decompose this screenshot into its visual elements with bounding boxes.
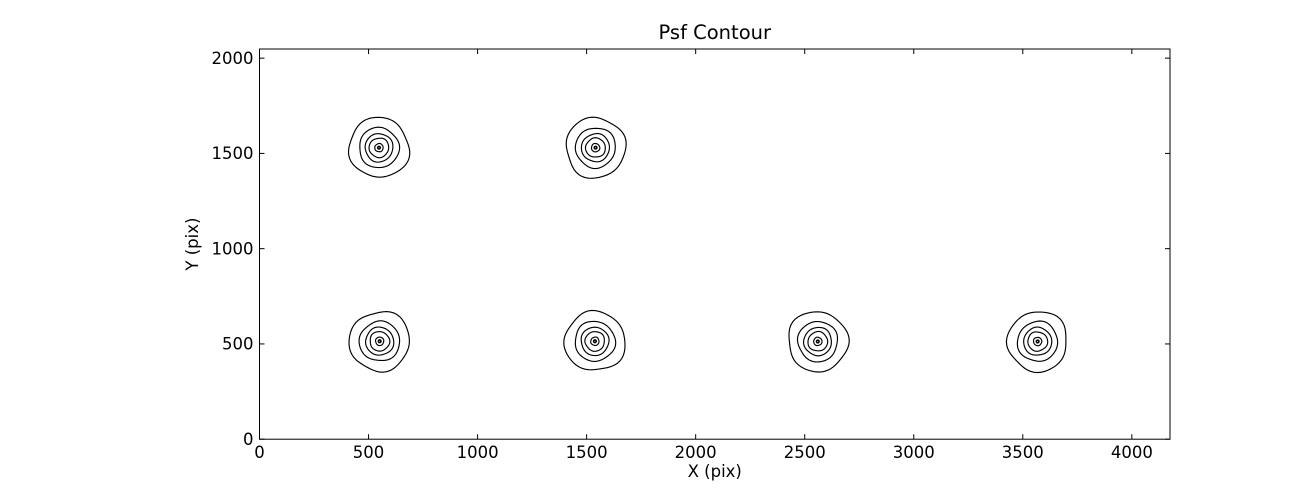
psf-source (348, 311, 410, 373)
psf-source (347, 116, 411, 178)
x-tick-label: 2000 (675, 443, 717, 462)
contour-ring (1005, 311, 1067, 374)
axes-layer: 0 500 1000 1500 2000 2500 3000 3500 4000 0 500 1000… (212, 48, 1171, 462)
contour-ring (1032, 336, 1043, 347)
contour-layer (347, 116, 1067, 374)
y-tick-label: 2000 (212, 49, 254, 68)
contour-ring (369, 331, 391, 352)
axes-frame (259, 48, 1171, 440)
contour-ring (347, 116, 411, 178)
psf-source (563, 309, 626, 371)
x-tick-label: 0 (254, 443, 265, 462)
x-tick-label: 1000 (457, 443, 499, 462)
contour-ring (364, 133, 394, 163)
contour-ring (1016, 320, 1059, 362)
contour-ring (580, 326, 610, 357)
contour-ring (813, 336, 823, 347)
contour-ring (365, 326, 395, 356)
psf-source (565, 116, 627, 179)
y-axis-label: Y (pix) (183, 218, 202, 272)
contour-ring (1027, 331, 1049, 352)
x-tick-label: 2500 (784, 443, 826, 462)
contour-ring (348, 311, 410, 373)
contour-ring (796, 320, 839, 363)
psf-source (788, 311, 850, 373)
x-tick-label: 1500 (566, 443, 608, 462)
y-tick-label: 500 (222, 335, 254, 354)
contour-ring (368, 137, 390, 159)
contour-ring (359, 126, 401, 169)
y-tick-label: 0 (243, 430, 254, 449)
y-tick-label: 1000 (212, 239, 254, 258)
contour-center-dot (377, 339, 382, 344)
contour-ring (574, 127, 616, 170)
contour-ring (358, 320, 401, 362)
contour-ring (563, 309, 626, 371)
x-tick-label: 3000 (893, 443, 935, 462)
contour-ring (574, 320, 617, 362)
contour-center-dot (593, 145, 598, 150)
chart-title: Psf Contour (659, 21, 772, 44)
contour-center-dot (592, 339, 598, 344)
contour-center-dot (1035, 339, 1040, 344)
y-tick-label: 1500 (212, 144, 254, 163)
psf-source (1005, 311, 1067, 374)
x-tick-label: 4000 (1111, 443, 1153, 462)
contour-ring (590, 142, 601, 153)
contour-ring (580, 132, 611, 163)
x-axis-label: X (pix) (688, 462, 742, 481)
contour-ring (788, 311, 850, 373)
contour-ring (565, 116, 627, 179)
contour-center-dot (376, 145, 382, 150)
contour-ring (1023, 326, 1053, 356)
contour-ring (802, 326, 832, 357)
contour-ring (374, 336, 385, 347)
x-tick-label: 3500 (1002, 443, 1044, 462)
contour-center-dot (815, 339, 820, 344)
contour-ring (807, 330, 829, 352)
contour-ring (584, 137, 606, 158)
contour-ring (584, 331, 605, 352)
x-tick-label: 500 (353, 443, 385, 462)
contour-ring (374, 142, 384, 153)
contour-ring (590, 336, 600, 347)
